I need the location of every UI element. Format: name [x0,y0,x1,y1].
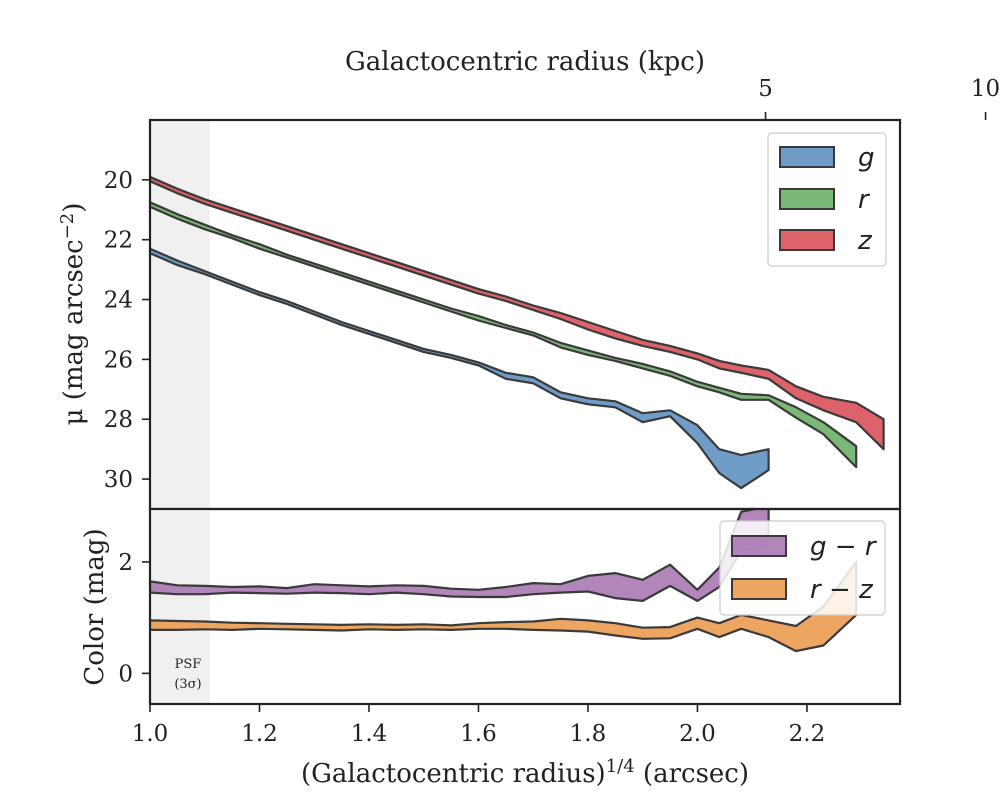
profile-y-axis-label: μ (mag arcsec−2) [57,203,89,426]
y-tick-label-28: 28 [104,407,133,433]
legend-label-0: g [858,143,875,173]
psf-shading-top [150,120,210,509]
x-tick-label-2.0: 2.0 [679,721,716,747]
y-tick-label-20: 20 [104,168,133,194]
color-y-tick-label-2: 2 [118,550,133,576]
legend-label-2: z [857,226,873,256]
legend-swatch-1 [779,188,835,210]
color-x-ticks: 1.0 1.2 1.4 1.6 1.8 2.0 2.2 [132,704,826,747]
psf-label-line1: PSF [175,657,202,672]
x-tick-label-1.0: 1.0 [132,721,169,747]
y-tick-label-26: 26 [104,347,133,373]
psf-label-line2: (3σ) [174,677,201,692]
legend-swatch-1 [731,578,787,600]
y-tick-label-30: 30 [104,467,133,493]
kpc-tick-label-10: 10 [971,76,1000,102]
bottom-x-axis-label: (Galactocentric radius)1/4 (arcsec) [301,756,749,789]
band-g [150,247,770,490]
profile-y-ticks: 20 22 24 26 28 30 [104,168,150,493]
legend-swatch-0 [731,535,787,557]
top-x-axis-label: Galactocentric radius (kpc) [345,47,705,77]
legend-label-1: r [858,185,871,215]
legend-label-0: g − r [810,532,878,562]
x-tick-label-1.2: 1.2 [241,721,278,747]
y-tick-label-24: 24 [104,288,133,314]
x-tick-label-1.6: 1.6 [460,721,497,747]
band-gr [150,509,770,603]
band-r [150,201,858,469]
color-y-axis-label: Color (mag) [80,528,110,685]
x-tick-label-2.2: 2.2 [789,721,826,747]
y-tick-label-22: 22 [104,228,133,254]
x-tick-label-1.8: 1.8 [570,721,607,747]
color-panel-frame [148,507,902,706]
profile-legend: grz [767,132,887,267]
legend-label-1: r − z [810,575,874,605]
x-tick-label-1.4: 1.4 [351,721,388,747]
color-y-tick-label-0: 0 [118,661,133,687]
color-y-ticks: 02 [118,550,150,687]
legend-swatch-0 [779,146,835,168]
band-z [150,175,885,451]
color-panel: 02 1.0 1.2 1.4 1.6 1.8 2.0 2.2 PSF (3σ) (Galac… [80,507,902,789]
psf-shading-bottom [150,509,210,704]
kpc-tick-label-5: 5 [758,76,773,102]
profile-bands [150,175,885,490]
kpc-top-ticks: 51020305075100 [758,76,1000,120]
color-legend: g − r r − z [719,520,886,616]
legend-swatch-2 [779,229,835,251]
